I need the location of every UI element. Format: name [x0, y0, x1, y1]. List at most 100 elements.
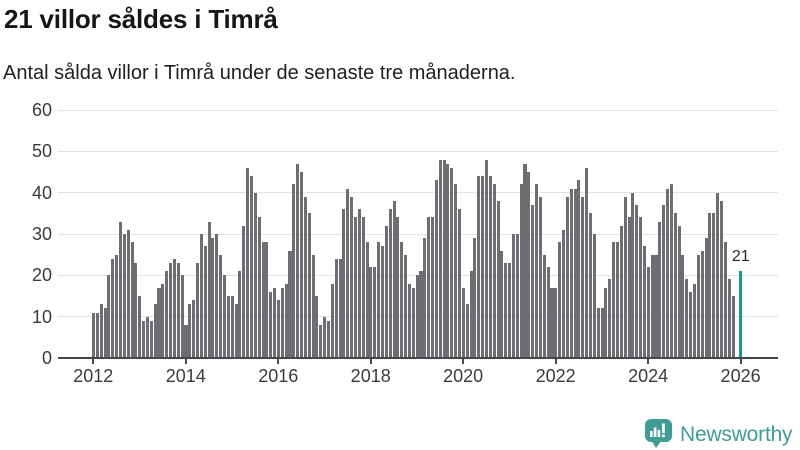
brand-name: Newsworthy — [680, 422, 793, 446]
bar — [411, 287, 415, 358]
x-axis-tick-mark — [369, 358, 372, 364]
bar — [673, 213, 677, 358]
bar — [196, 262, 200, 358]
bar — [300, 172, 304, 358]
x-axis-tick-mark — [554, 358, 557, 364]
bar — [203, 246, 207, 358]
bar — [138, 296, 142, 358]
bar — [535, 184, 539, 358]
bar — [550, 287, 554, 358]
bar — [635, 205, 639, 358]
bar — [600, 308, 604, 358]
bar — [342, 209, 346, 358]
x-axis-tick-label: 2014 — [165, 366, 206, 386]
bar — [103, 308, 107, 358]
bar — [172, 258, 176, 358]
bar — [211, 238, 215, 358]
bar — [357, 209, 361, 358]
x-axis-tick-mark — [92, 358, 95, 364]
bar — [396, 217, 400, 358]
bar — [642, 246, 646, 358]
gridline — [58, 109, 778, 111]
y-axis-tick-label: 10 — [31, 306, 52, 327]
x-axis-tick-label: 2018 — [350, 366, 391, 386]
bar — [465, 304, 469, 358]
bar — [242, 225, 246, 358]
bar — [669, 184, 673, 358]
bar — [588, 213, 593, 358]
gridline — [58, 233, 778, 235]
bar — [153, 304, 157, 358]
bar — [99, 304, 103, 358]
chart-title: 21 villor såldes i Timrå — [4, 4, 278, 34]
bar — [457, 209, 462, 358]
bar — [400, 242, 404, 358]
bar — [323, 316, 327, 358]
y-axis-tick-label: 40 — [31, 182, 52, 203]
bar — [631, 192, 635, 358]
bar — [431, 217, 435, 358]
bar — [704, 238, 708, 358]
bar — [373, 267, 377, 358]
bar — [353, 217, 358, 358]
bar — [118, 221, 122, 358]
bar — [646, 267, 650, 358]
bar — [477, 176, 481, 358]
bar — [350, 196, 354, 358]
bar — [296, 163, 300, 358]
bar — [222, 275, 227, 358]
bar — [639, 217, 643, 358]
bar — [558, 242, 562, 358]
bar — [654, 254, 658, 358]
gridline — [58, 150, 778, 152]
bar — [473, 238, 477, 358]
bar — [292, 184, 296, 358]
bar — [327, 320, 331, 358]
bar — [527, 172, 531, 358]
y-axis-tick-label: 20 — [31, 265, 52, 286]
bar — [650, 254, 654, 358]
bar — [219, 254, 223, 358]
bar — [438, 159, 442, 358]
bar — [727, 279, 731, 358]
bar — [269, 291, 273, 358]
highlight-value-label: 21 — [731, 248, 750, 266]
bar — [384, 225, 388, 358]
bar — [554, 287, 558, 358]
bar — [192, 300, 196, 358]
bar — [226, 296, 230, 358]
bar — [542, 254, 546, 358]
bar — [199, 234, 203, 358]
newsworthy-icon — [645, 418, 672, 448]
bar — [577, 180, 581, 358]
bar — [546, 267, 550, 358]
chart-subtitle: Antal sålda villor i Timrå under de sena… — [3, 62, 516, 84]
bar — [165, 271, 169, 358]
bar — [380, 246, 384, 358]
newsworthy-logo[interactable]: Newsworthy — [644, 417, 796, 449]
bar — [731, 296, 735, 358]
bar — [280, 287, 284, 358]
bar — [700, 250, 704, 358]
bar — [696, 254, 700, 358]
bar — [334, 258, 338, 358]
bar — [419, 271, 423, 358]
bar — [130, 242, 134, 358]
bar — [346, 188, 350, 358]
bar — [273, 287, 277, 358]
bar — [169, 262, 173, 358]
bar — [454, 184, 458, 358]
bar — [115, 254, 119, 358]
bar — [619, 225, 623, 358]
bar — [523, 163, 527, 358]
bar — [303, 196, 307, 358]
bar — [230, 296, 234, 358]
y-axis-tick-label: 50 — [31, 141, 52, 162]
bar — [319, 324, 323, 358]
bar — [592, 234, 596, 358]
bar — [469, 271, 473, 358]
bar — [515, 234, 519, 358]
gridline — [58, 192, 778, 194]
x-axis-tick-mark — [184, 358, 187, 364]
bar — [180, 275, 184, 358]
